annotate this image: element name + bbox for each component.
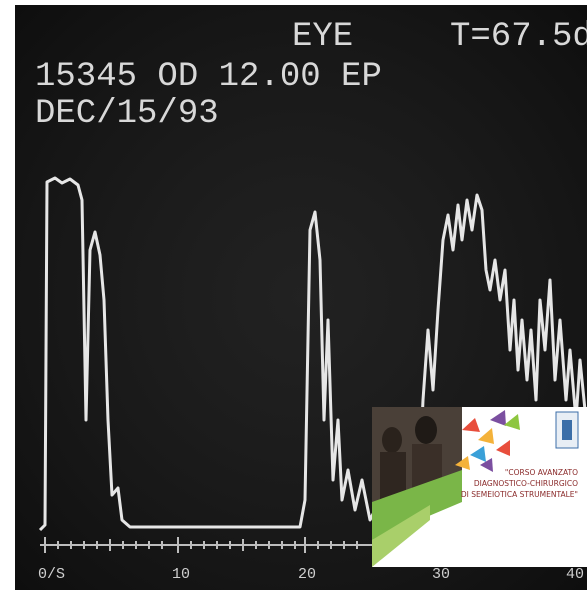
- banner-title: "CORSO AVANZATO: [505, 468, 578, 477]
- axis-label: 40: [566, 566, 584, 583]
- page: EYE T=67.5dB 15345 OD 12.00 EP DEC/15/93…: [0, 0, 587, 590]
- eye-label: EYE: [292, 18, 353, 56]
- axis-label: 10: [172, 566, 190, 583]
- axis-label: 0/S: [38, 566, 65, 583]
- date-label: DEC/15/93: [35, 95, 219, 133]
- axis-label: 30: [432, 566, 450, 583]
- gain-label: T=67.5dB: [450, 18, 587, 56]
- patient-line: 15345 OD 12.00 EP: [35, 58, 382, 96]
- banner-title: DI SEMEIOTICA STRUMENTALE": [461, 490, 578, 499]
- course-banner: "CORSO AVANZATO DIAGNOSTICO-CHIRURGICO D…: [372, 407, 587, 567]
- banner-title: DIAGNOSTICO-CHIRURGICO: [474, 479, 578, 488]
- axis-label: 20: [298, 566, 316, 583]
